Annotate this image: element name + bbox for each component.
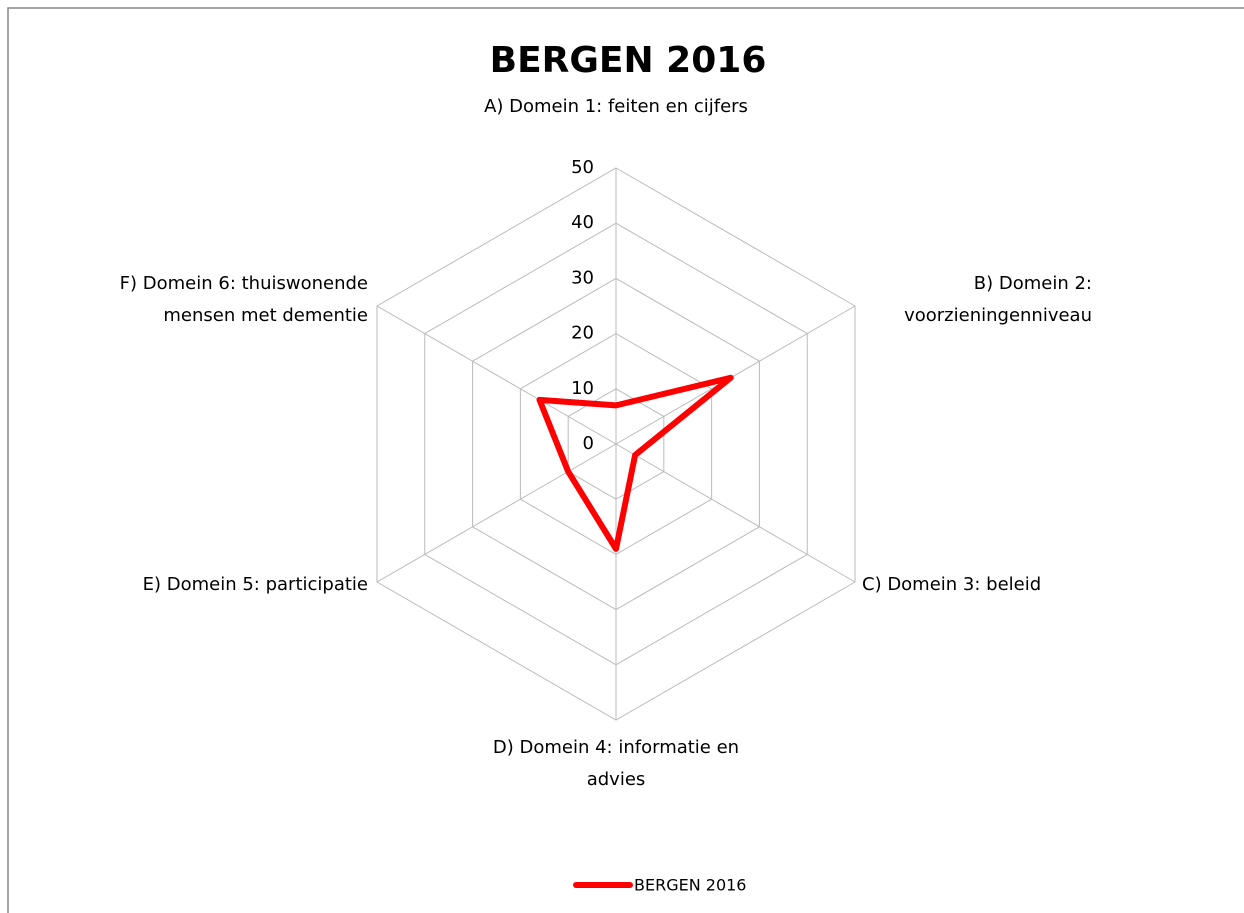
grid-ring — [519, 333, 713, 555]
category-label: C) Domein 3: beleid — [862, 574, 1042, 595]
axis-tick-label: 10 — [571, 378, 594, 399]
axis-tick-label: 0 — [583, 433, 594, 454]
series-line — [536, 374, 734, 552]
axis-tick-label: 20 — [571, 323, 594, 344]
spoke — [615, 443, 856, 583]
category-label: E) Domein 5: participatie — [142, 574, 368, 595]
category-label: F) Domein 6: thuiswonende mensen met dem… — [119, 273, 368, 326]
category-label: D) Domein 4: informatie en advies — [492, 737, 740, 790]
legend-label: BERGEN 2016 — [634, 876, 746, 895]
chart-title: BERGEN 2016 — [490, 40, 767, 81]
axis-tick-label: 30 — [571, 267, 594, 288]
grid-ring — [424, 222, 808, 666]
chart-frame — [7, 7, 1244, 913]
grid-ring — [376, 167, 856, 721]
category-label: B) Domein 2: voorzieningenniveau — [904, 273, 1092, 326]
category-label: A) Domein 1: feiten en cijfers — [484, 96, 748, 117]
spoke — [376, 305, 617, 445]
grid-ring — [472, 277, 760, 611]
spoke — [615, 305, 856, 445]
axis-tick-label: 40 — [571, 212, 594, 233]
spoke — [376, 443, 617, 583]
grid-ring — [567, 388, 665, 500]
axis-tick-label: 50 — [571, 157, 594, 178]
